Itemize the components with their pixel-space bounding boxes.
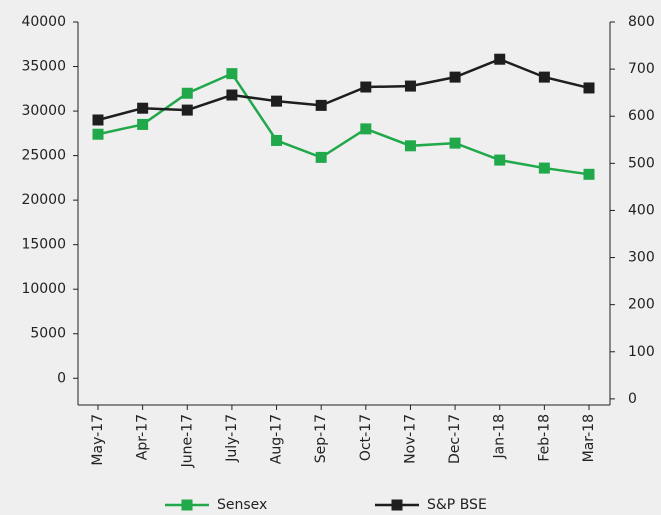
legend-label: S&P BSE (427, 497, 487, 513)
x-tick-label: Feb-18 (536, 414, 552, 462)
point (583, 168, 595, 180)
point (538, 162, 550, 174)
point (181, 87, 193, 99)
point (226, 89, 238, 101)
y2-tick-label: 500 (628, 155, 655, 171)
legend-marker (391, 499, 403, 511)
y-tick-label: 10000 (21, 281, 66, 297)
point (494, 53, 506, 65)
y-tick-label: 20000 (21, 192, 66, 208)
point (226, 68, 238, 80)
x-tick-label: May-17 (90, 414, 106, 466)
point (449, 137, 461, 149)
y-tick-label: 15000 (21, 237, 66, 253)
point (404, 140, 416, 152)
point (271, 95, 283, 107)
y2-tick-label: 200 (628, 297, 655, 313)
y-tick-label: 0 (57, 370, 66, 386)
point (271, 134, 283, 146)
point (449, 71, 461, 83)
y2-tick-label: 100 (628, 344, 655, 360)
point (315, 99, 327, 111)
point (404, 80, 416, 92)
y-tick-label: 25000 (21, 148, 66, 164)
point (315, 151, 327, 163)
point (137, 102, 149, 114)
point (583, 82, 595, 94)
y2-tick-label: 800 (628, 14, 655, 30)
x-tick-label: Aug-17 (269, 414, 285, 464)
y2-tick-label: 700 (628, 61, 655, 77)
series-line (97, 57, 590, 122)
point (92, 128, 104, 140)
x-tick-label: Sep-17 (313, 414, 329, 463)
x-tick-label: Nov-17 (402, 414, 418, 464)
point (538, 71, 550, 83)
x-tick-label: Jan-18 (492, 414, 508, 459)
y2-tick-label: 600 (628, 108, 655, 124)
point (92, 114, 104, 126)
series-line (97, 72, 590, 176)
legend-label: Sensex (217, 497, 267, 513)
y-tick-label: 35000 (21, 59, 66, 75)
x-tick-label: Oct-17 (358, 414, 374, 461)
x-tick-label: June-17 (179, 414, 195, 468)
y-tick-label: 30000 (21, 103, 66, 119)
point (181, 104, 193, 116)
y2-tick-label: 300 (628, 250, 655, 266)
x-tick-label: Dec-17 (447, 414, 463, 464)
point (360, 81, 372, 93)
y-tick-label: 5000 (30, 326, 66, 342)
x-tick-label: Mar-18 (581, 414, 597, 462)
y2-tick-label: 400 (628, 202, 655, 218)
x-tick-label: Apr-17 (135, 414, 151, 460)
x-tick-label: July-17 (224, 414, 240, 463)
y2-tick-label: 0 (628, 391, 637, 407)
point (360, 123, 372, 135)
point (137, 118, 149, 130)
point (494, 154, 506, 166)
y-tick-label: 40000 (21, 14, 66, 30)
legend-marker (181, 499, 193, 511)
